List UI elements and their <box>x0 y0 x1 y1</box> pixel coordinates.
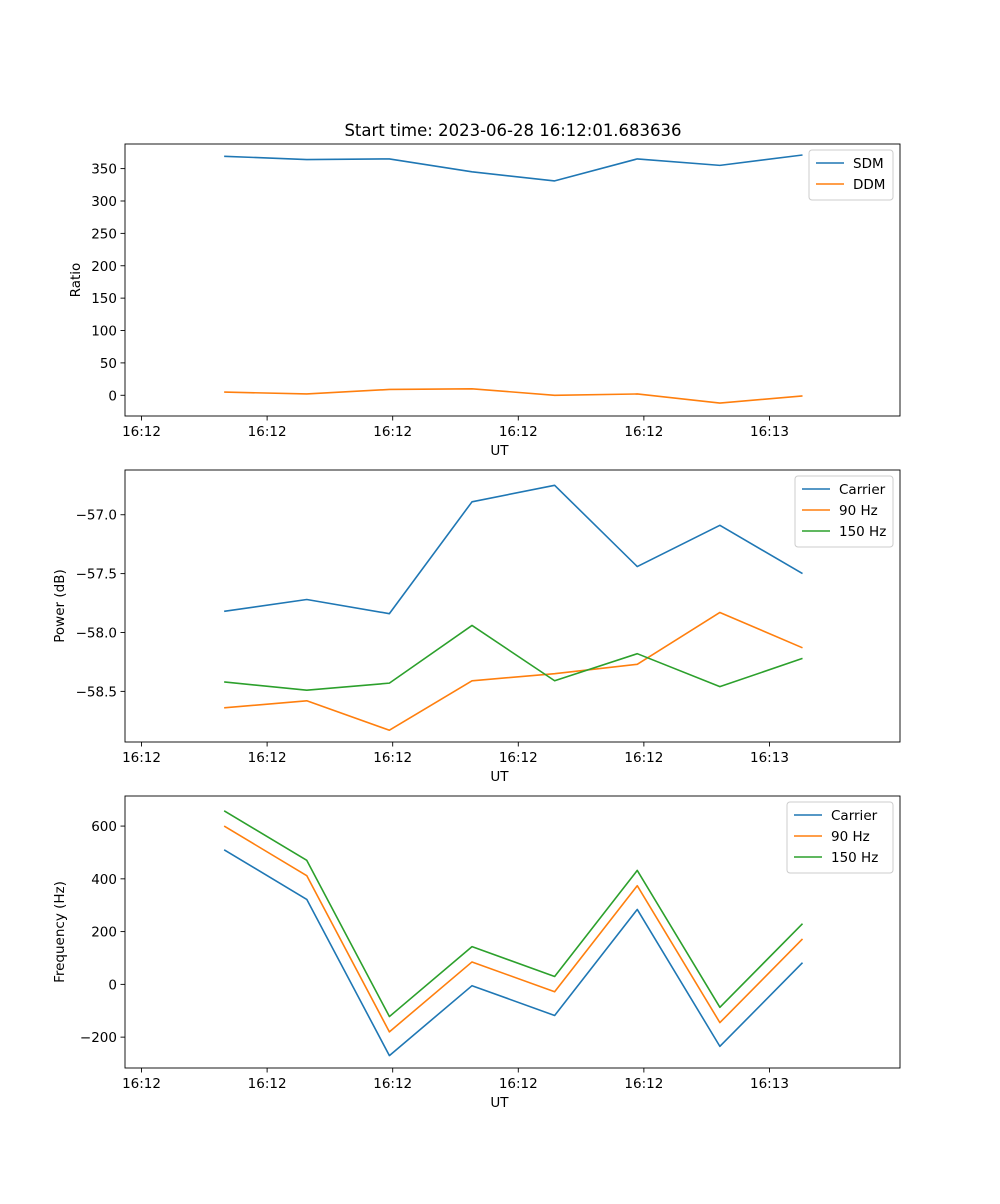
figure-title: Start time: 2023-06-28 16:12:01.683636 <box>344 121 681 140</box>
legend-label: SDM <box>853 156 884 172</box>
x-axis-label: UT <box>490 443 509 459</box>
y-tick-label: 150 <box>91 291 117 307</box>
series-line-2-1 <box>224 484 803 615</box>
y-tick-label: 0 <box>108 388 117 404</box>
x-tick-label: 16:12 <box>624 750 663 766</box>
legend: Carrier 90 Hz 150 Hz <box>786 801 894 874</box>
subplot-3: 16:12 16:12 16:12 16:12 16:12 16:13 −200 0 200 40… <box>52 795 901 1111</box>
y-tick-label: 100 <box>91 324 117 340</box>
legend-box <box>794 475 894 548</box>
legend-label: Carrier <box>839 482 886 498</box>
series-line-3-2 <box>223 825 804 1033</box>
y-tick-label: 200 <box>91 259 117 275</box>
legend-box <box>786 801 894 874</box>
x-tick-label: 16:13 <box>750 750 789 766</box>
legend-label: 150 Hz <box>839 524 886 540</box>
series-line-1-2 <box>224 387 803 404</box>
x-tick-label: 16:13 <box>750 424 789 440</box>
y-axis-label: Ratio <box>68 263 84 298</box>
y-tick-label: 50 <box>100 356 117 372</box>
legend-label: 90 Hz <box>831 829 870 845</box>
series-line-1-1 <box>224 154 803 182</box>
y-axis-label: Frequency (Hz) <box>52 881 68 983</box>
subplot-2: 16:12 16:12 16:12 16:12 16:12 16:13 −58.5 −58.0… <box>52 469 901 785</box>
x-tick-label: 16:12 <box>248 424 287 440</box>
plot-frame <box>124 469 901 743</box>
y-axis-label: Power (dB) <box>52 569 68 642</box>
x-tick-label: 16:12 <box>248 750 287 766</box>
x-tick-label: 16:12 <box>499 424 538 440</box>
legend-label: DDM <box>853 177 885 193</box>
y-tick-label: 350 <box>91 162 117 178</box>
series-line-3-1 <box>223 849 804 1057</box>
y-tick-label: 600 <box>91 819 117 835</box>
x-tick-label: 16:12 <box>624 1076 663 1092</box>
x-tick-label: 16:12 <box>373 750 412 766</box>
x-tick-label: 16:12 <box>624 424 663 440</box>
y-tick-label: −58.0 <box>76 625 117 641</box>
y-tick-label: 0 <box>108 977 117 993</box>
series-line-2-3 <box>224 624 803 691</box>
legend: Carrier 90 Hz 150 Hz <box>794 475 894 548</box>
y-tick-label: −57.0 <box>76 508 117 524</box>
y-tick-label: 400 <box>91 872 117 888</box>
y-tick-label: 300 <box>91 194 117 210</box>
x-tick-label: 16:12 <box>373 1076 412 1092</box>
y-tick-label: −200 <box>80 1030 117 1046</box>
subplot-1: 16:12 16:12 16:12 16:12 16:12 16:13 0 50 100 150 2… <box>68 143 901 459</box>
series-line-2-2 <box>224 611 803 732</box>
x-tick-label: 16:12 <box>499 750 538 766</box>
legend: SDM DDM <box>808 149 894 201</box>
x-tick-label: 16:12 <box>122 1076 161 1092</box>
legend-label: 150 Hz <box>831 850 878 866</box>
legend-label: 90 Hz <box>839 503 878 519</box>
x-axis-label: UT <box>490 1095 509 1111</box>
x-tick-label: 16:12 <box>248 1076 287 1092</box>
y-tick-label: −57.5 <box>76 567 117 583</box>
x-tick-label: 16:12 <box>499 1076 538 1092</box>
y-tick-label: 200 <box>91 925 117 941</box>
y-tick-label: 250 <box>91 226 117 242</box>
series-line-3-3 <box>223 810 804 1018</box>
x-tick-label: 16:12 <box>373 424 412 440</box>
x-axis-label: UT <box>490 769 509 785</box>
plot-frame <box>124 143 901 417</box>
x-tick-label: 16:12 <box>122 424 161 440</box>
legend-label: Carrier <box>831 808 878 824</box>
x-tick-label: 16:12 <box>122 750 161 766</box>
y-tick-label: −58.5 <box>76 684 117 700</box>
x-tick-label: 16:13 <box>750 1076 789 1092</box>
